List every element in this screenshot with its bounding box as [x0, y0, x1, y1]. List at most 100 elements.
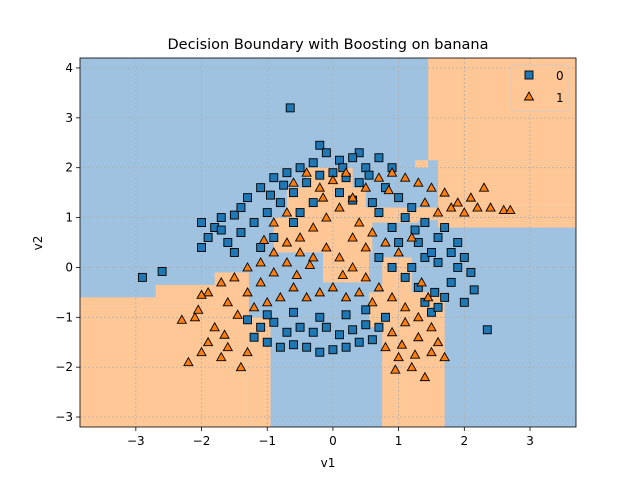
point-class-1 — [465, 192, 477, 202]
point-class-1 — [288, 281, 299, 292]
point-class-0 — [289, 307, 298, 317]
x-tick-label: 1 — [395, 434, 403, 448]
point-class-1 — [393, 247, 404, 257]
point-class-0 — [335, 188, 344, 198]
point-class-1 — [386, 291, 398, 302]
point-class-0 — [433, 257, 443, 267]
point-class-0 — [321, 322, 331, 332]
point-class-1 — [452, 197, 464, 207]
point-class-1 — [432, 336, 444, 347]
point-class-0 — [420, 253, 430, 262]
region-class-1-block — [415, 160, 429, 168]
point-class-1 — [176, 314, 188, 324]
point-class-1 — [255, 276, 266, 287]
point-class-1 — [248, 301, 260, 312]
grid-lines — [80, 58, 576, 427]
point-class-1 — [432, 207, 444, 217]
chart-title: Decision Boundary with Boosting on banan… — [167, 37, 488, 53]
point-class-1 — [459, 207, 470, 217]
x-tick-label: 2 — [460, 434, 468, 448]
x-axis: −3 −2 −1 0 1 2 3 — [127, 427, 534, 448]
point-class-0 — [269, 233, 279, 242]
point-class-1 — [337, 269, 349, 279]
point-class-0 — [308, 158, 318, 168]
point-class-0 — [315, 347, 325, 357]
point-class-0 — [335, 330, 344, 340]
point-class-1 — [422, 291, 434, 302]
region-class-1-block — [418, 207, 439, 221]
point-class-0 — [236, 203, 246, 213]
point-class-0 — [302, 178, 312, 188]
point-class-0 — [361, 305, 371, 315]
point-class-0 — [427, 248, 436, 257]
point-class-1 — [192, 304, 204, 314]
point-class-0 — [315, 312, 325, 322]
point-class-0 — [354, 178, 364, 188]
point-class-1 — [393, 351, 404, 362]
point-class-1 — [399, 172, 411, 182]
x-tick-label: −3 — [127, 434, 145, 448]
point-class-1 — [268, 247, 280, 257]
point-class-1 — [439, 187, 450, 197]
x-tick-label: 3 — [526, 434, 534, 448]
point-class-0 — [269, 173, 279, 183]
point-class-0 — [430, 287, 440, 297]
point-class-1 — [498, 204, 510, 215]
point-class-0 — [269, 317, 279, 327]
point-class-1 — [215, 351, 227, 362]
x-tick-label: 0 — [329, 434, 337, 448]
legend-label-class-0: 0 — [556, 69, 564, 83]
point-class-1 — [261, 296, 273, 307]
point-class-1 — [419, 197, 431, 207]
point-class-0 — [400, 213, 410, 223]
point-class-1 — [294, 247, 306, 257]
point-class-0 — [381, 312, 390, 322]
point-class-0 — [315, 140, 325, 150]
point-class-1 — [416, 276, 427, 287]
point-class-1 — [426, 182, 437, 192]
point-class-0 — [341, 342, 351, 352]
point-class-1 — [317, 192, 329, 202]
point-class-0 — [236, 228, 246, 237]
point-class-1 — [485, 202, 496, 212]
point-class-1 — [445, 202, 457, 212]
point-class-1 — [419, 371, 431, 382]
point-class-1 — [307, 222, 319, 232]
point-class-1 — [406, 232, 418, 242]
point-class-1 — [340, 291, 352, 302]
point-class-0 — [216, 225, 226, 235]
point-class-1 — [413, 177, 424, 187]
legend: 0 1 — [510, 64, 570, 112]
point-class-1 — [353, 217, 365, 227]
point-class-0 — [321, 148, 331, 158]
point-class-1 — [281, 257, 293, 267]
point-class-1 — [334, 252, 345, 262]
point-class-0 — [459, 297, 469, 307]
point-class-1 — [242, 346, 253, 357]
point-class-0 — [256, 243, 266, 252]
point-class-0 — [216, 213, 226, 223]
point-class-0 — [407, 203, 417, 213]
point-class-0 — [275, 342, 285, 352]
point-class-1 — [373, 281, 385, 292]
point-class-0 — [374, 253, 384, 262]
y-axis: −3 −2 −1 0 1 2 3 4 — [55, 61, 80, 424]
point-class-1 — [288, 177, 299, 187]
point-class-0 — [440, 292, 450, 302]
point-class-0 — [229, 210, 239, 220]
point-class-0 — [279, 180, 289, 190]
point-class-1 — [406, 361, 418, 372]
point-class-1 — [353, 286, 365, 297]
point-class-0 — [256, 322, 266, 332]
point-class-1 — [294, 232, 306, 242]
point-class-1 — [413, 311, 424, 322]
scatter-points — [137, 103, 516, 382]
point-class-1 — [281, 207, 293, 217]
point-class-1 — [472, 202, 483, 212]
point-class-1 — [426, 321, 437, 332]
region-class-1-block — [80, 304, 249, 427]
point-class-1 — [189, 311, 201, 322]
point-class-1 — [301, 291, 312, 302]
point-class-1 — [367, 227, 378, 237]
point-class-0 — [308, 198, 318, 208]
